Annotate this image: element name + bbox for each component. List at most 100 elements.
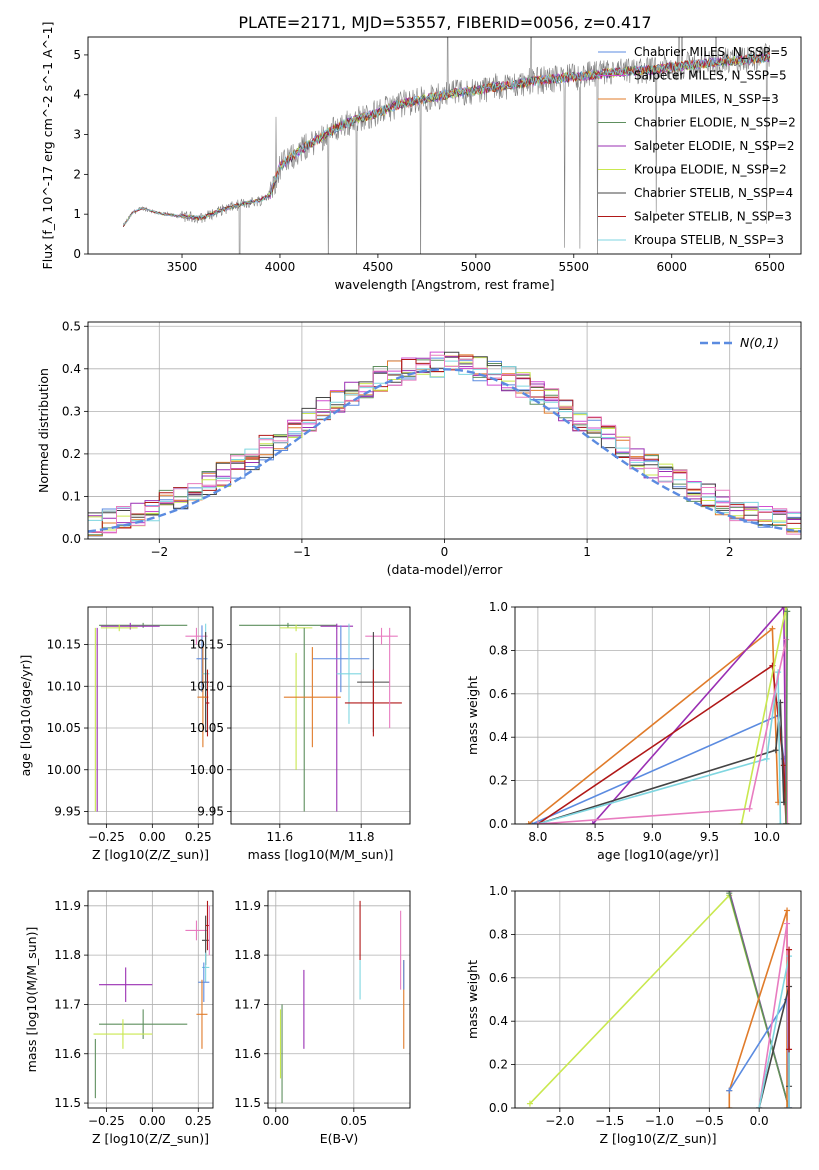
weight-series-line (728, 892, 790, 1108)
weight-point-marker (756, 1105, 763, 1108)
legend-entry: Salpeter MILES, N_SSP=5 (634, 69, 787, 83)
plot-area (94, 622, 210, 812)
y-tick-label: 1 (73, 207, 81, 221)
x-axis-label: Z [log10(Z/Z_sun)] (92, 1131, 209, 1146)
x-tick-label: 10.0 (753, 830, 780, 844)
x-tick-label: 6000 (656, 260, 687, 274)
axes-frame (514, 890, 802, 1109)
y-tick-label: 0.4 (62, 362, 81, 376)
spectrum-data-line (123, 37, 770, 254)
x-axis-label: Z [log10(Z/Z_sun)] (92, 847, 209, 862)
y-tick-label: 4 (73, 88, 81, 102)
y-tick-label: 11.7 (54, 997, 81, 1011)
panel-weight_vs_age: 8.0 8.5 9.0 9.5 10.0 0.0 0.2 0.4 0.6 0.8 1.0 age [l… (465, 600, 802, 862)
weight-point-marker (784, 1105, 791, 1108)
axes-frame (87, 321, 802, 540)
x-tick-label: 0 (441, 545, 449, 559)
plot-area (526, 891, 793, 1108)
y-tick-label: 10.15 (47, 638, 81, 652)
y-tick-label: 11.9 (234, 899, 261, 913)
y-tick-label: 0.4 (489, 1014, 508, 1028)
x-tick-label: 1 (583, 545, 591, 559)
axes-frame (514, 606, 802, 825)
residual-histogram (88, 351, 801, 526)
plot-area (279, 900, 405, 1104)
weight-point-marker (784, 821, 791, 824)
y-tick-label: 10.10 (190, 679, 224, 693)
y-tick-label: 10.10 (47, 679, 81, 693)
legend-entry: Kroupa MILES, N_SSP=3 (634, 92, 779, 106)
weight-point-marker (783, 821, 790, 824)
x-tick-label: 6500 (754, 260, 785, 274)
weight-point-marker (777, 821, 784, 824)
x-axis-label: E(B-V) (320, 1131, 359, 1146)
weight-point-marker (784, 907, 791, 914)
y-tick-label: 1.0 (489, 884, 508, 898)
weight-series-line (531, 714, 785, 824)
y-tick-label: 0.2 (489, 1058, 508, 1072)
x-tick-label: −0.5 (695, 1114, 724, 1128)
weight-point-marker (726, 1087, 733, 1094)
x-tick-label: 0.0 (750, 1114, 769, 1128)
weight-series-line (537, 702, 785, 824)
weight-point-marker (783, 636, 790, 643)
panel-age_vs_Z: −0.25 0.00 0.25 9.95 10.00 10.05 10.10 10.15 Z [… (18, 606, 214, 862)
y-tick-label: 0.0 (489, 817, 508, 831)
y-tick-label: 11.5 (54, 1096, 81, 1110)
panels: 3500 4000 4500 5000 5500 6000 6500 0 1 2 3 4 5 wavele… (18, 22, 802, 1146)
x-tick-label: −1.5 (595, 1114, 624, 1128)
weight-point-marker (525, 821, 532, 824)
x-tick-label: 0.00 (262, 1114, 289, 1128)
y-tick-label: 0.0 (62, 532, 81, 546)
x-tick-label: −1 (293, 545, 311, 559)
weight-point-marker (772, 747, 779, 754)
legend-entry: Salpeter ELODIE, N_SSP=2 (634, 139, 795, 153)
y-tick-label: 11.5 (234, 1096, 261, 1110)
axes-frame (87, 890, 214, 1109)
x-tick-label: −2.0 (545, 1114, 574, 1128)
x-tick-label: 5000 (461, 260, 492, 274)
x-axis-label: age [log10(age/yr)] (597, 847, 719, 862)
x-tick-label: 11.6 (266, 830, 293, 844)
x-tick-label: 2 (726, 545, 734, 559)
legend-entry: Kroupa ELODIE, N_SSP=2 (634, 163, 787, 177)
y-tick-label: 0.5 (62, 319, 81, 333)
panel-mass_vs_Z: −0.25 0.00 0.25 11.5 11.6 11.7 11.8 11.9 Z [log1… (24, 890, 214, 1146)
x-tick-label: −1.0 (645, 1114, 674, 1128)
panel-weight_vs_Z: −2.0 −1.5 −1.0 −0.5 0.0 0.0 0.2 0.4 0.6 0.8 1.0 Z [… (465, 884, 802, 1146)
y-tick-label: 11.6 (54, 1047, 81, 1061)
y-tick-label: 10.15 (190, 638, 224, 652)
x-tick-label: 0.05 (340, 1114, 367, 1128)
y-tick-label: 0.8 (489, 643, 508, 657)
y-axis-label: mass weight (465, 676, 480, 755)
panel-spectrum: 3500 4000 4500 5000 5500 6000 6500 0 1 2 3 4 5 wavele… (40, 22, 802, 292)
y-tick-label: 10.00 (190, 763, 224, 777)
residual-histogram (88, 354, 801, 535)
weight-series-line (785, 611, 789, 824)
weight-point-marker (589, 821, 596, 824)
legend-entry: Salpeter STELIB, N_SSP=3 (634, 210, 792, 224)
x-tick-label: −0.25 (88, 830, 125, 844)
plot-area (88, 351, 801, 537)
panel-residuals: −2 −1 0 1 2 0.0 0.1 0.2 0.3 0.4 0.5 (data-model)/er… (36, 319, 802, 577)
weight-point-marker (786, 1046, 793, 1053)
y-axis-label: Normed distribution (36, 368, 51, 493)
x-tick-label: 9.5 (700, 830, 719, 844)
x-tick-label: 9.0 (643, 830, 662, 844)
x-tick-label: −2 (150, 545, 168, 559)
x-axis-label: (data-model)/error (387, 562, 504, 577)
gaussian-reference-line (88, 368, 801, 533)
y-tick-label: 2 (73, 167, 81, 181)
y-tick-label: 0.4 (489, 730, 508, 744)
y-tick-label: 9.95 (197, 804, 224, 818)
weight-point-marker (780, 607, 787, 610)
y-tick-label: 10.05 (47, 721, 81, 735)
figure-title: PLATE=2171, MJD=53557, FIBERID=0056, z=0… (238, 13, 651, 32)
weight-series-line (758, 955, 790, 1108)
panel-mass_vs_ebv: 0.00 0.05 11.5 11.6 11.7 11.8 11.9 E(B-V) (234, 890, 411, 1146)
x-tick-label: 0.25 (185, 830, 212, 844)
weight-point-marker (786, 946, 793, 953)
y-tick-label: 0 (73, 247, 81, 261)
y-tick-label: 10.05 (190, 721, 224, 735)
